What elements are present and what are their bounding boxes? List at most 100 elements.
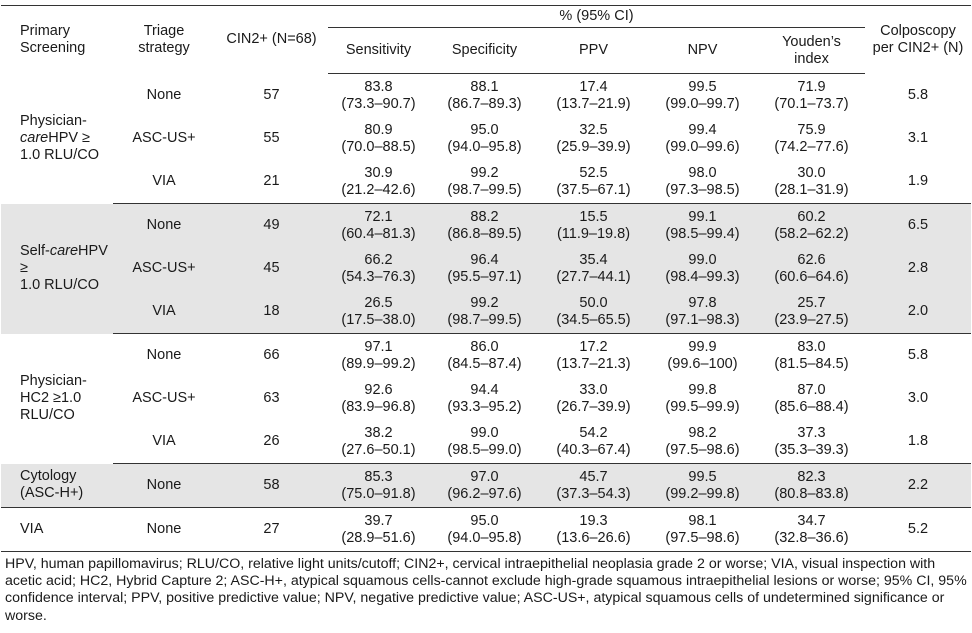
youden-cell-ci: (32.8–36.6) (774, 529, 849, 546)
npv-cell: 98.2 (97.5–98.6) (647, 420, 758, 464)
primary-screening-pre: Self- (20, 243, 50, 259)
primary-screening-line2: (ASC-H+) (20, 485, 84, 502)
primary-screening-italic: care (20, 130, 49, 146)
specificity-cell: 88.2 (86.8–89.5) (429, 203, 540, 247)
triage-cell: VIA (113, 160, 215, 204)
specificity-cell-estimate: 99.0 (470, 424, 499, 441)
npv-cell-ci: (99.5–99.9) (665, 398, 740, 415)
header-youden: Youden’s index (758, 27, 865, 74)
specificity-cell-estimate: 97.0 (470, 468, 499, 485)
ppv-cell-estimate: 50.0 (579, 294, 608, 311)
npv-cell: 98.0 (97.3–98.5) (647, 160, 758, 204)
npv-cell-estimate: 98.0 (688, 164, 717, 181)
ppv-cell: 50.0 (34.5–65.5) (540, 290, 647, 334)
primary-screening-line1: VIA (20, 521, 113, 538)
specificity-cell: 95.0 (94.0–95.8) (429, 117, 540, 160)
youden-cell-estimate: 82.3 (797, 468, 826, 485)
table-group: VIA None 27 39.7 (28.9–51.6) 95.0 (94.0–95.8) 1… (1, 507, 971, 552)
triage-cell: None (113, 507, 215, 552)
youden-cell-estimate: 75.9 (797, 121, 826, 138)
primary-screening-line2: 1.0 RLU/CO (20, 277, 99, 293)
header-colposcopy: Colposcopy per CIN2+ (N) (865, 5, 971, 74)
specificity-cell-ci: (94.0–95.8) (447, 529, 522, 546)
npv-cell-estimate: 97.8 (688, 294, 717, 311)
sensitivity-cell-estimate: 66.2 (364, 251, 393, 268)
ppv-cell-estimate: 15.5 (579, 208, 608, 225)
cin2-cell: 26 (215, 420, 328, 464)
cin2-cell: 58 (215, 463, 328, 508)
sensitivity-cell-ci: (70.0–88.5) (341, 138, 416, 155)
ppv-cell-ci: (37.5–67.1) (556, 181, 631, 198)
specificity-cell-ci: (93.3–95.2) (447, 398, 522, 415)
ppv-cell-ci: (25.9–39.9) (556, 138, 631, 155)
primary-screening-pre: VIA (20, 521, 44, 537)
table-row: Physician-HC2 ≥1.0 RLU/CO None 66 97.1 (89.9–… (1, 334, 971, 424)
youden-cell-estimate: 60.2 (797, 208, 826, 225)
specificity-cell-ci: (98.7–99.5) (447, 311, 522, 328)
npv-cell-ci: (97.1–98.3) (665, 311, 740, 328)
sensitivity-cell-estimate: 30.9 (364, 164, 393, 181)
specificity-cell: 99.2 (98.7–99.5) (429, 160, 540, 204)
npv-cell-estimate: 98.2 (688, 424, 717, 441)
npv-cell: 99.4 (99.0–99.6) (647, 117, 758, 160)
primary-screening-line1: Physician-HC2 ≥1.0 (20, 373, 113, 407)
npv-cell-estimate: 99.5 (688, 78, 717, 95)
sensitivity-cell: 38.2 (27.6–50.1) (328, 420, 429, 464)
table-row: ASC-US+ 55 80.9 (70.0–88.5) 95.0 (94.0–95.8) 3… (1, 117, 971, 160)
ppv-cell-ci: (34.5–65.5) (556, 311, 631, 328)
sensitivity-cell-ci: (21.2–42.6) (341, 181, 416, 198)
npv-cell: 99.1 (98.5–99.4) (647, 203, 758, 247)
table-row: ASC-US+ 45 66.2 (54.3–76.3) 96.4 (95.5–97.1) 3… (1, 247, 971, 290)
table-group: Physician-HC2 ≥1.0 RLU/CO None 66 97.1 (89.9–… (1, 334, 971, 464)
ppv-cell-estimate: 52.5 (579, 164, 608, 181)
table-group: Physician-careHPV ≥1.0 RLU/CO None 57 83.8(… (1, 74, 971, 204)
triage-cell: VIA (113, 290, 215, 334)
npv-cell-ci: (99.6–100) (667, 355, 738, 372)
primary-screening-line1: Cytology (20, 468, 113, 485)
npv-cell: 99.5 (99.2–99.8) (647, 463, 758, 508)
header-ppv: PPV (540, 27, 647, 74)
colposcopy-cell: 5.8 (907, 347, 929, 363)
sensitivity-cell-ci: (17.5–38.0) (341, 311, 416, 328)
specificity-cell-estimate: 94.4 (470, 381, 499, 398)
primary-screening-italic: care (49, 243, 79, 259)
specificity-cell-ci: (84.5–87.4) (447, 355, 522, 372)
ppv-cell-ci: (37.3–54.3) (556, 485, 631, 502)
ppv-cell: 35.4 (27.7–44.1) (540, 247, 647, 290)
npv-cell-ci: (97.3–98.5) (665, 181, 740, 198)
specificity-cell-estimate: 86.0 (470, 338, 499, 355)
cin2-cell: 63 (263, 390, 280, 406)
sensitivity-cell-ci: (27.6–50.1) (341, 441, 416, 458)
sensitivity-cell: 30.9 (21.2–42.6) (328, 160, 429, 204)
triage-cell: ASC-US+ (132, 390, 196, 406)
sensitivity-cell-ci: (54.3–76.3) (341, 268, 416, 285)
specificity-cell: 88.1 (86.7–89.3) (429, 74, 540, 118)
ppv-cell-ci: (13.7–21.3) (556, 355, 631, 372)
cin2-cell: 21 (215, 160, 328, 204)
specificity-cell-ci: (95.5–97.1) (447, 268, 522, 285)
youden-cell: 34.7 (32.8–36.6) (758, 507, 865, 552)
specificity-cell-ci: (86.7–89.3) (447, 95, 522, 112)
header-cin2: CIN2+ (N=68) (215, 5, 328, 74)
specificity-cell: 99.2 (98.7–99.5) (429, 290, 540, 334)
npv-cell-ci: (99.0–99.6) (665, 138, 740, 155)
triage-cell: VIA (113, 420, 215, 464)
cin2-cell: 55 (263, 130, 280, 146)
colposcopy-cell: 5.2 (865, 507, 971, 552)
youden-cell-estimate: 30.0 (797, 164, 826, 181)
primary-screening-pre: Physician- (20, 113, 87, 129)
footnote: HPV, human papillomavirus; RLU/CO, relat… (5, 556, 967, 624)
youden-cell-estimate: 34.7 (797, 512, 826, 529)
header-ci-group: % (95% CI) (328, 5, 865, 28)
npv-cell-estimate: 99.8 (688, 381, 717, 398)
colposcopy-cell: 2.8 (865, 247, 971, 290)
sensitivity-cell-estimate: 92.6 (364, 381, 393, 398)
specificity-cell-estimate: 95.0 (470, 512, 499, 529)
youden-cell-ci: (60.6–64.6) (774, 268, 849, 285)
sensitivity-cell-ci: (89.9–99.2) (341, 355, 416, 372)
youden-cell: 25.7 (23.9–27.5) (758, 290, 865, 334)
sensitivity-cell: 26.5 (17.5–38.0) (328, 290, 429, 334)
youden-cell-estimate: 87.0 (797, 381, 826, 398)
colposcopy-cell: 6.5 (865, 203, 971, 247)
colposcopy-cell: 5.8 (907, 86, 929, 103)
